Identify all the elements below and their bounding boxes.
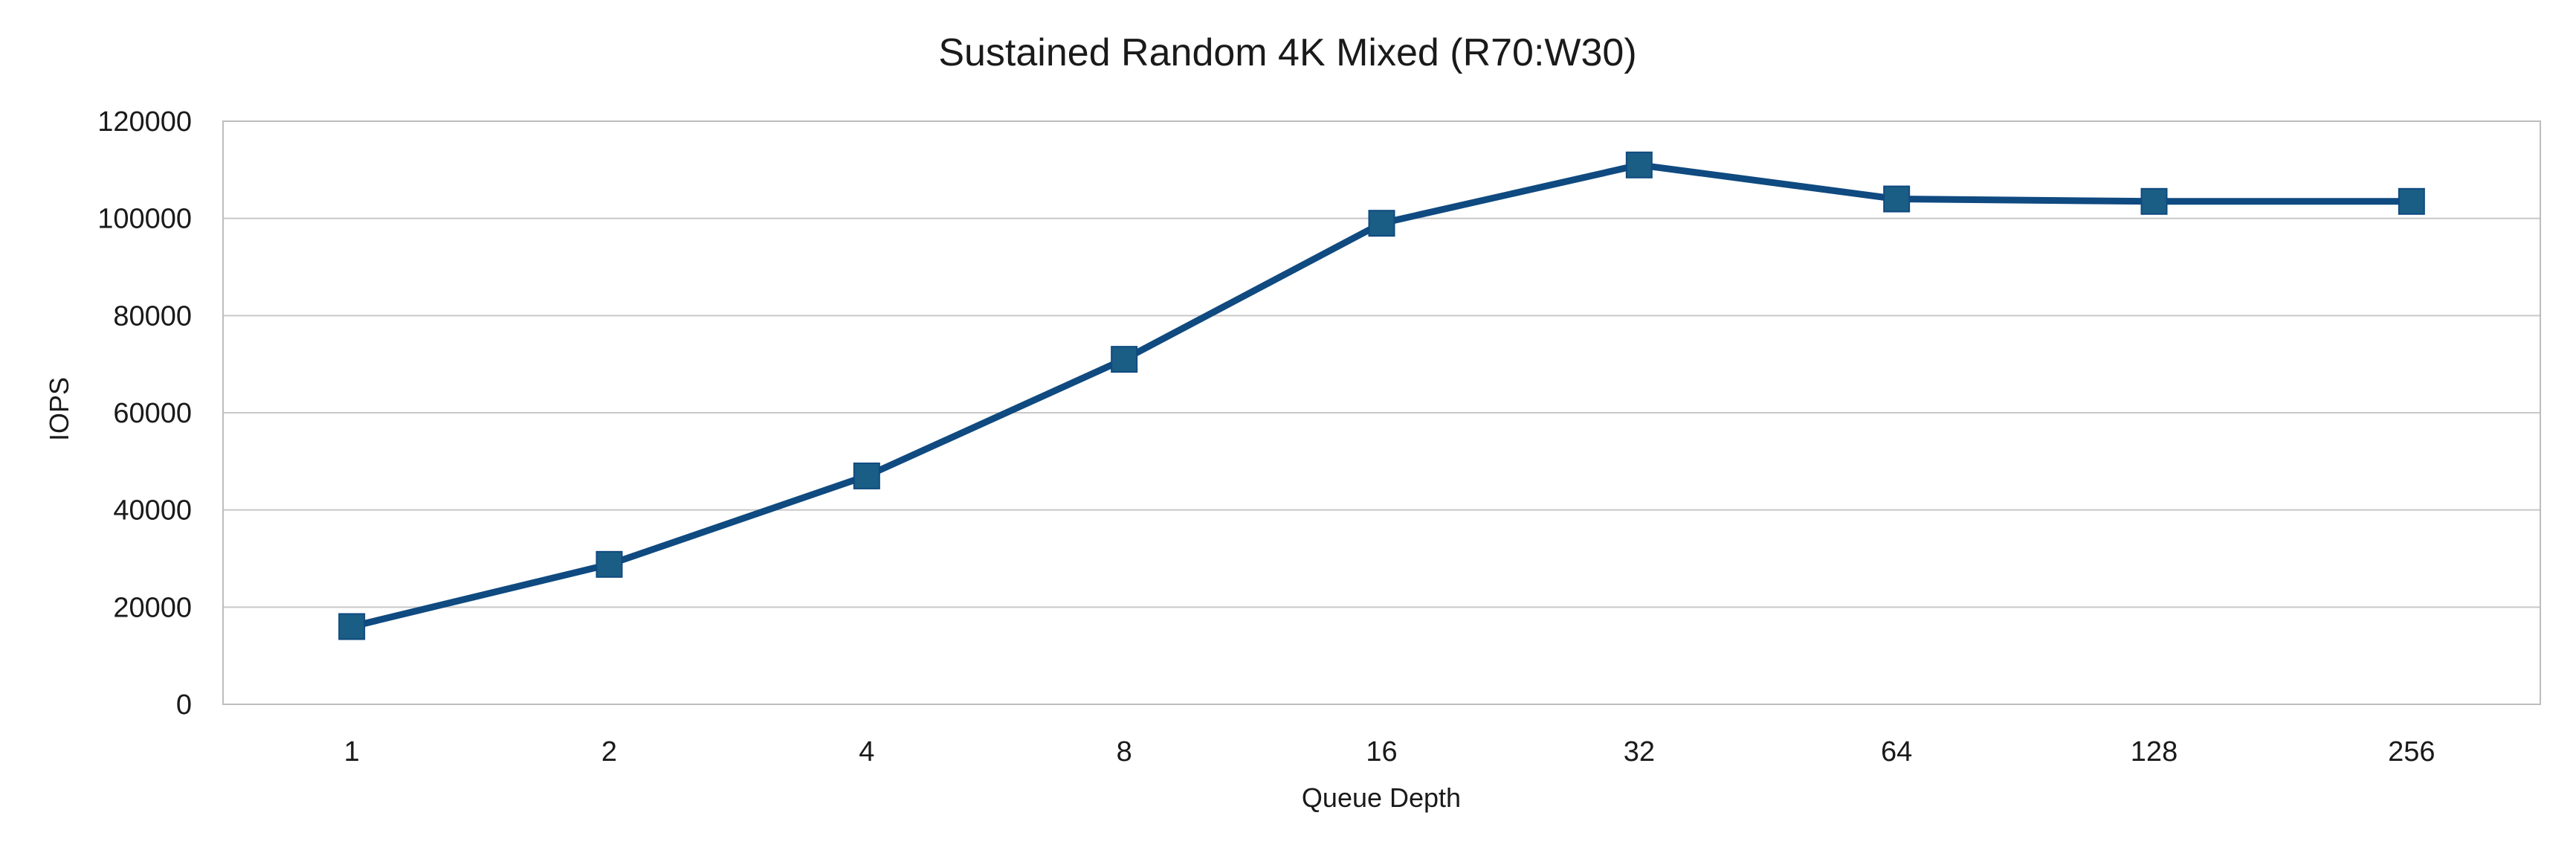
series — [338, 151, 2425, 640]
plot-area — [222, 120, 2541, 705]
y-tick-label: 60000 — [113, 398, 192, 429]
chart-title: Sustained Random 4K Mixed (R70:W30) — [938, 31, 1636, 74]
y-tick-label: 80000 — [113, 300, 192, 332]
y-tick-label: 100000 — [97, 204, 192, 235]
x-tick-label: 2 — [601, 736, 617, 768]
y-tick-label: 40000 — [113, 495, 192, 527]
data-point — [1111, 346, 1138, 373]
y-tick-labels: 0 20000 40000 60000 80000 100000 120000 — [97, 106, 192, 721]
x-tick-label: 128 — [2131, 736, 2178, 768]
y-tick-label: 0 — [176, 689, 192, 721]
x-axis-label: Queue Depth — [1302, 782, 1461, 813]
x-tick-labels: 1 2 4 8 16 32 64 128 256 — [344, 736, 2435, 768]
data-point — [853, 462, 880, 489]
data-point — [1368, 210, 1395, 237]
y-tick-label: 120000 — [97, 106, 192, 138]
x-tick-label: 1 — [344, 736, 360, 768]
x-tick-label: 32 — [1624, 736, 1655, 768]
data-point — [2140, 187, 2168, 215]
data-point — [338, 613, 366, 640]
data-point — [595, 550, 623, 578]
y-tick-label: 20000 — [113, 592, 192, 623]
y-axis-label: IOPS — [44, 377, 74, 441]
x-tick-label: 4 — [859, 736, 874, 768]
x-tick-label: 16 — [1366, 736, 1397, 768]
gridlines — [223, 120, 2540, 705]
x-tick-label: 8 — [1117, 736, 1132, 768]
x-tick-label: 256 — [2388, 736, 2435, 768]
data-point — [2398, 187, 2425, 215]
data-point — [1625, 151, 1653, 178]
data-point — [1883, 185, 1911, 213]
x-tick-label: 64 — [1881, 736, 1912, 768]
